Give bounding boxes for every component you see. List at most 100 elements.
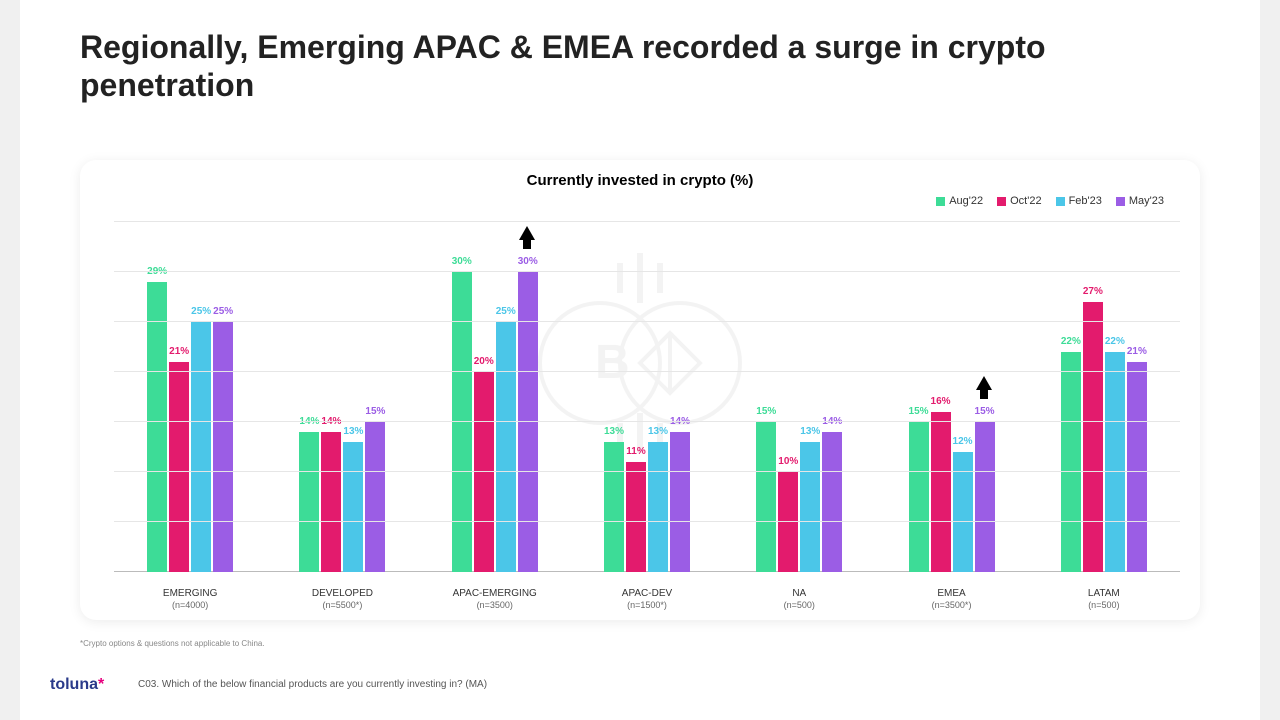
question-text: C03. Which of the below financial produc… <box>138 679 487 690</box>
x-category: NA(n=500) <box>723 587 875 612</box>
legend-item: May'23 <box>1116 195 1164 207</box>
bar-groups: 29%21%25%25%14%14%13%15%30%20%25%30%13%1… <box>114 222 1180 572</box>
bar: 13% <box>604 442 624 572</box>
bar: 15% <box>365 422 385 572</box>
bar: 22% <box>1105 352 1125 572</box>
x-category-name: NA <box>723 587 875 600</box>
legend-swatch <box>997 197 1006 206</box>
bar-value-label: 11% <box>626 446 645 457</box>
legend-label: Aug'22 <box>949 195 983 207</box>
x-category-sub: (n=500) <box>723 600 875 612</box>
x-category: DEVELOPED(n=5500*) <box>266 587 418 612</box>
gridline <box>114 521 1180 522</box>
bar: 27% <box>1083 302 1103 572</box>
x-category-sub: (n=1500*) <box>571 600 723 612</box>
bar-value-label: 27% <box>1083 286 1103 297</box>
x-category: LATAM(n=500) <box>1028 587 1180 612</box>
bar: 25% <box>191 322 211 572</box>
legend: Aug'22 Oct'22 Feb'23 May'23 <box>100 195 1180 207</box>
gridline <box>114 421 1180 422</box>
footnote: *Crypto options & questions not applicab… <box>80 639 265 648</box>
toluna-logo: toluna* <box>50 676 104 694</box>
bar: 11% <box>626 462 646 572</box>
logo-asterisk: * <box>98 676 104 693</box>
bar-group: 15%10%13%14% <box>723 222 875 572</box>
bar: 12% <box>953 452 973 572</box>
bar-value-label: 16% <box>931 396 951 407</box>
page-title: Regionally, Emerging APAC & EMEA recorde… <box>80 28 1200 105</box>
bar-value-label: 20% <box>474 356 494 367</box>
bar-value-label: 25% <box>213 306 233 317</box>
x-category: EMEA(n=3500*) <box>875 587 1027 612</box>
legend-item: Feb'23 <box>1056 195 1102 207</box>
bar-value-label: 30% <box>452 256 472 267</box>
x-category-name: APAC-DEV <box>571 587 723 600</box>
bar-value-label: 13% <box>800 426 820 437</box>
bar: 22% <box>1061 352 1081 572</box>
gridline <box>114 371 1180 372</box>
x-category-sub: (n=3500*) <box>875 600 1027 612</box>
bar: 14% <box>299 432 319 572</box>
bar-value-label: 25% <box>496 306 516 317</box>
bar-value-label: 21% <box>1127 346 1147 357</box>
bar-value-label: 15% <box>975 406 995 417</box>
x-category-sub: (n=4000) <box>114 600 266 612</box>
legend-swatch <box>936 197 945 206</box>
bar: 30% <box>452 272 472 572</box>
x-category-sub: (n=500) <box>1028 600 1180 612</box>
bar-group: 22%27%22%21% <box>1028 222 1180 572</box>
bar-value-label: 15% <box>756 406 776 417</box>
bar: 15% <box>909 422 929 572</box>
legend-label: Feb'23 <box>1069 195 1102 207</box>
bar-value-label: 13% <box>604 426 624 437</box>
gridline <box>114 471 1180 472</box>
bar-group: 15%16%12%15% <box>875 222 1027 572</box>
x-category: EMERGING(n=4000) <box>114 587 266 612</box>
gridline <box>114 321 1180 322</box>
bar-value-label: 30% <box>518 256 538 267</box>
x-category-sub: (n=5500*) <box>266 600 418 612</box>
bar-value-label: 15% <box>365 406 385 417</box>
bar-value-label: 10% <box>778 456 798 467</box>
x-category-name: APAC-EMERGING <box>419 587 571 600</box>
bar: 16% <box>931 412 951 572</box>
x-axis: EMERGING(n=4000)DEVELOPED(n=5500*)APAC-E… <box>114 587 1180 612</box>
bar-value-label: 22% <box>1061 336 1081 347</box>
bar: 25% <box>213 322 233 572</box>
bar: 15% <box>756 422 776 572</box>
legend-label: Oct'22 <box>1010 195 1041 207</box>
bar: 13% <box>800 442 820 572</box>
legend-swatch <box>1116 197 1125 206</box>
plot-area: 29%21%25%25%14%14%13%15%30%20%25%30%13%1… <box>114 222 1180 572</box>
bar-group: 14%14%13%15% <box>266 222 418 572</box>
bar-value-label: 13% <box>343 426 363 437</box>
x-category: APAC-DEV(n=1500*) <box>571 587 723 612</box>
legend-item: Oct'22 <box>997 195 1041 207</box>
bar: 13% <box>648 442 668 572</box>
x-category-name: EMERGING <box>114 587 266 600</box>
up-arrow-icon <box>519 226 535 240</box>
slide: Regionally, Emerging APAC & EMEA recorde… <box>20 0 1260 720</box>
bar: 10% <box>778 472 798 572</box>
legend-item: Aug'22 <box>936 195 983 207</box>
bar: 30% <box>518 272 538 572</box>
x-category-name: LATAM <box>1028 587 1180 600</box>
x-category: APAC-EMERGING(n=3500) <box>419 587 571 612</box>
bar: 14% <box>822 432 842 572</box>
chart-card: Currently invested in crypto (%) Aug'22 O… <box>80 160 1200 620</box>
logo-text: toluna <box>50 676 98 693</box>
bar: 21% <box>169 362 189 572</box>
gridline <box>114 221 1180 222</box>
chart-title: Currently invested in crypto (%) <box>100 172 1180 189</box>
bar-group: 30%20%25%30% <box>419 222 571 572</box>
bar: 20% <box>474 372 494 572</box>
bar-value-label: 12% <box>953 436 973 447</box>
x-category-name: DEVELOPED <box>266 587 418 600</box>
legend-label: May'23 <box>1129 195 1164 207</box>
bar-group: 13%11%13%14% <box>571 222 723 572</box>
bar-value-label: 21% <box>169 346 189 357</box>
gridline <box>114 271 1180 272</box>
legend-swatch <box>1056 197 1065 206</box>
bar: 29% <box>147 282 167 572</box>
bar: 25% <box>496 322 516 572</box>
